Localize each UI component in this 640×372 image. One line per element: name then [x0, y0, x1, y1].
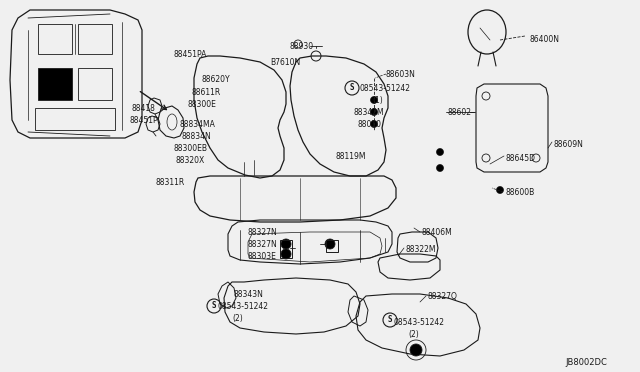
Bar: [38, 68, 72, 100]
Text: 88300E: 88300E: [188, 100, 217, 109]
Text: 88834N: 88834N: [182, 132, 212, 141]
Text: 88303E: 88303E: [248, 252, 277, 261]
Text: JB8002DC: JB8002DC: [565, 358, 607, 367]
Circle shape: [281, 239, 291, 249]
Text: 88620Y: 88620Y: [202, 75, 230, 84]
Bar: [38, 24, 72, 54]
Text: (1): (1): [372, 96, 383, 105]
Text: 88327N: 88327N: [248, 228, 278, 237]
Text: 88320X: 88320X: [175, 156, 204, 165]
Text: 88406M: 88406M: [422, 228, 452, 237]
Bar: [78, 24, 112, 54]
Circle shape: [497, 186, 504, 193]
Text: 88834MA: 88834MA: [180, 120, 216, 129]
Circle shape: [281, 249, 291, 259]
Bar: [35, 108, 115, 130]
Text: 88418: 88418: [132, 104, 156, 113]
Text: (2): (2): [232, 314, 243, 323]
Text: (2): (2): [408, 330, 419, 339]
Circle shape: [436, 164, 444, 171]
Text: 86400N: 86400N: [530, 35, 560, 44]
Text: 88611R: 88611R: [192, 88, 221, 97]
Text: 88322M: 88322M: [406, 245, 436, 254]
Text: 88600B: 88600B: [505, 188, 534, 197]
Text: 88327N: 88327N: [248, 240, 278, 249]
Text: 88342M: 88342M: [353, 108, 383, 117]
Text: 08543-51242: 08543-51242: [360, 84, 411, 93]
Circle shape: [371, 109, 378, 115]
Text: 88311R: 88311R: [155, 178, 184, 187]
Text: S: S: [212, 301, 216, 311]
Text: 88609N: 88609N: [554, 140, 584, 149]
Circle shape: [436, 148, 444, 155]
Text: 88645D: 88645D: [506, 154, 536, 163]
Text: 88602: 88602: [448, 108, 472, 117]
Bar: [326, 240, 338, 252]
Bar: [280, 240, 292, 258]
Text: 08543-51242: 08543-51242: [394, 318, 445, 327]
Text: 88300EB: 88300EB: [174, 144, 208, 153]
Text: 88010: 88010: [358, 120, 382, 129]
Text: 88119M: 88119M: [336, 152, 367, 161]
Text: B7610N: B7610N: [270, 58, 300, 67]
Bar: [78, 68, 112, 100]
Circle shape: [325, 239, 335, 249]
Text: 88327Q: 88327Q: [428, 292, 458, 301]
Circle shape: [371, 121, 378, 128]
Circle shape: [371, 96, 378, 103]
Text: 08543-51242: 08543-51242: [218, 302, 269, 311]
Text: 88343N: 88343N: [234, 290, 264, 299]
Text: 88603N: 88603N: [386, 70, 416, 79]
Text: S: S: [388, 315, 392, 324]
Text: 88451PA: 88451PA: [173, 50, 206, 59]
Text: 88451P: 88451P: [130, 116, 159, 125]
Circle shape: [410, 344, 422, 356]
Text: 88930: 88930: [290, 42, 314, 51]
Text: S: S: [349, 83, 355, 93]
